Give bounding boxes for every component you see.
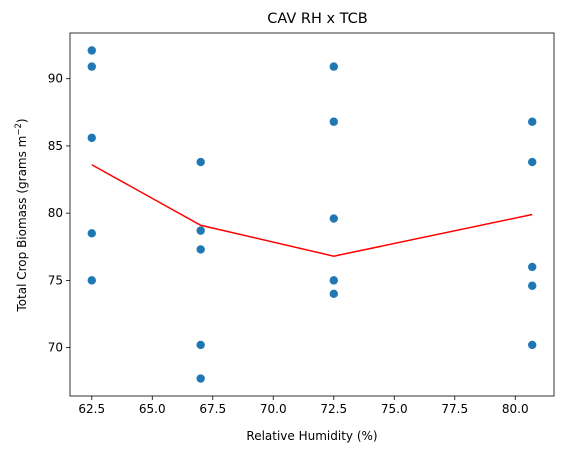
data-point — [528, 262, 537, 272]
y-axis-title-close: ) — [15, 118, 29, 123]
data-point — [196, 340, 205, 350]
plot-frame — [69, 32, 555, 397]
x-tick-label: 75.0 — [381, 402, 408, 416]
x-tick-label: 80.0 — [502, 402, 529, 416]
data-point — [196, 157, 205, 167]
data-point — [528, 117, 537, 126]
data-point — [87, 46, 96, 55]
x-tick-label: 62.5 — [78, 402, 105, 416]
y-tick-label: 90 — [48, 72, 63, 86]
data-point — [329, 214, 338, 223]
data-point — [329, 289, 338, 299]
y-tick-label: 85 — [48, 139, 63, 153]
data-point — [87, 62, 96, 71]
data-point — [196, 245, 205, 254]
x-tick-label: 67.5 — [199, 402, 226, 416]
x-axis-title: Relative Humidity (%) — [246, 429, 377, 443]
data-point — [196, 226, 205, 235]
y-tick-label: 80 — [48, 206, 63, 220]
data-point — [87, 133, 96, 143]
chart-title: CAV RH x TCB — [267, 11, 368, 27]
data-point — [329, 62, 338, 71]
x-tick-label: 70.0 — [260, 402, 287, 416]
trend-line — [91, 164, 533, 257]
data-point — [87, 276, 96, 285]
data-point — [329, 276, 338, 285]
y-tick-label: 70 — [48, 341, 63, 355]
x-tick-label: 72.5 — [320, 402, 347, 416]
y-axis-title-exponent: −2 — [14, 123, 24, 136]
y-axis-title-main: Total Crop Biomass (grams m — [15, 136, 29, 313]
plot-area: 62.5 65.0 67.5 70.0 72.5 75.0 77.5 80.0 70 75 80 85… — [48, 32, 555, 416]
data-point — [528, 281, 537, 290]
data-point — [329, 117, 338, 126]
data-point — [528, 157, 537, 167]
y-axis-title: Total Crop Biomass (grams m−2) — [14, 118, 29, 312]
data-point — [196, 374, 205, 383]
data-point — [87, 229, 96, 238]
x-tick-label: 77.5 — [441, 402, 468, 416]
y-tick-label: 75 — [48, 273, 63, 287]
data-point — [528, 340, 537, 350]
x-tick-label: 65.0 — [139, 402, 166, 416]
